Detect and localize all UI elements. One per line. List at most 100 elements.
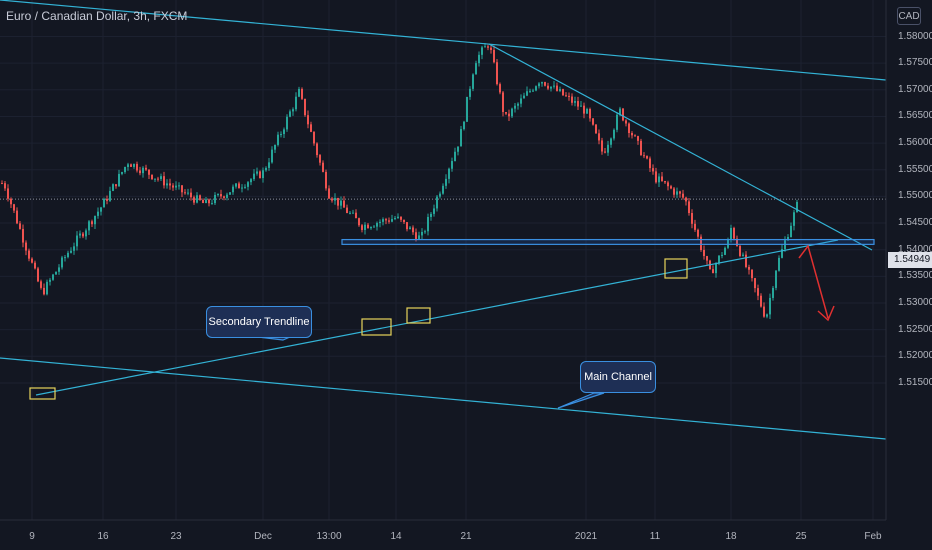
candle-body <box>214 194 216 204</box>
candle-body <box>781 249 783 258</box>
candle-body <box>436 196 438 209</box>
candle-body <box>757 288 759 296</box>
candle-body <box>172 185 174 188</box>
candle-body <box>274 144 276 150</box>
candle-body <box>640 140 642 156</box>
candle-body <box>58 267 60 272</box>
candle-body <box>130 164 132 167</box>
candle-body <box>37 268 39 282</box>
time-tick-label: 9 <box>29 531 35 542</box>
candle-body <box>445 178 447 186</box>
candle-body <box>649 158 651 169</box>
candle-body <box>175 185 177 188</box>
secondary-trendline-callout[interactable]: Secondary Trendline <box>206 306 312 338</box>
candle-body <box>796 201 798 213</box>
candle-body <box>574 101 576 103</box>
candle-body <box>496 62 498 85</box>
candle-body <box>700 236 702 250</box>
candle-body <box>337 197 339 206</box>
candle-body <box>403 219 405 223</box>
candle-body <box>772 287 774 298</box>
time-tick-label: 25 <box>795 531 807 542</box>
candle-body <box>88 221 90 231</box>
candle-body <box>196 195 198 203</box>
candle-body <box>298 88 300 97</box>
candle-body <box>94 215 96 225</box>
candle-body <box>52 274 54 280</box>
candle-body <box>739 246 741 256</box>
candles <box>1 42 798 320</box>
candle-body <box>226 194 228 198</box>
candle-body <box>787 237 789 241</box>
candle-body <box>223 196 225 198</box>
candle-body <box>139 170 141 174</box>
candle-body <box>628 123 630 134</box>
candle-body <box>421 231 423 236</box>
candle-body <box>715 263 717 274</box>
candle-body <box>634 135 636 137</box>
candle-body <box>457 146 459 152</box>
time-tick-label: 16 <box>97 531 109 542</box>
candle-body <box>7 188 9 199</box>
candle-body <box>169 183 171 186</box>
candle-body <box>253 173 255 180</box>
projection-arrow-head <box>817 305 835 322</box>
candle-body <box>4 183 6 189</box>
time-tick-label: Feb <box>864 531 882 542</box>
candle-body <box>187 192 189 194</box>
price-tick-label: 1.56000 <box>898 137 932 149</box>
main-channel-lower-line <box>0 357 887 440</box>
candle-body <box>73 246 75 251</box>
secondary-trendline-label: Secondary Trendline <box>208 316 310 328</box>
candle-body <box>283 129 285 135</box>
candle-body <box>136 163 138 171</box>
candle-body <box>562 89 564 96</box>
time-tick-label: 11 <box>649 531 661 542</box>
candle-body <box>49 279 51 282</box>
candle-body <box>523 95 525 99</box>
candle-body <box>676 191 678 195</box>
candle-body <box>538 83 540 87</box>
candle-body <box>712 269 714 274</box>
candle-body <box>742 254 744 256</box>
candle-body <box>238 183 240 189</box>
candle-body <box>688 201 690 213</box>
candle-body <box>31 258 33 263</box>
candle-body <box>595 124 597 134</box>
candle-body <box>442 185 444 194</box>
candle-body <box>541 82 543 84</box>
candle-body <box>79 233 81 236</box>
candle-body <box>247 182 249 187</box>
candle-body <box>391 219 393 222</box>
candle-body <box>46 281 48 295</box>
candle-body <box>313 131 315 144</box>
candle-body <box>511 108 513 117</box>
candle-body <box>244 186 246 188</box>
candle-body <box>502 92 504 112</box>
candle-body <box>658 176 660 183</box>
candle-body <box>760 295 762 307</box>
candle-body <box>406 222 408 230</box>
candle-body <box>43 287 45 295</box>
candle-body <box>637 136 639 141</box>
candle-body <box>652 168 654 172</box>
currency-badge[interactable]: CAD <box>897 7 921 25</box>
candle-body <box>718 255 720 264</box>
candle-body <box>613 129 615 139</box>
candle-body <box>256 171 258 174</box>
candle-body <box>241 187 243 189</box>
candle-body <box>229 192 231 195</box>
candle-body <box>769 297 771 315</box>
main-channel-callout[interactable]: Main Channel <box>580 361 656 393</box>
candle-body <box>310 124 312 132</box>
secondary-trendline <box>35 239 839 396</box>
candle-body <box>481 47 483 55</box>
candle-body <box>673 188 675 195</box>
highlight-box-jan-13 <box>664 258 688 279</box>
candle-body <box>577 101 579 107</box>
candle-body <box>559 89 561 91</box>
highlight-box-nov <box>29 387 56 400</box>
price-tick-label: 1.53000 <box>898 297 932 308</box>
candle-body <box>202 199 204 204</box>
